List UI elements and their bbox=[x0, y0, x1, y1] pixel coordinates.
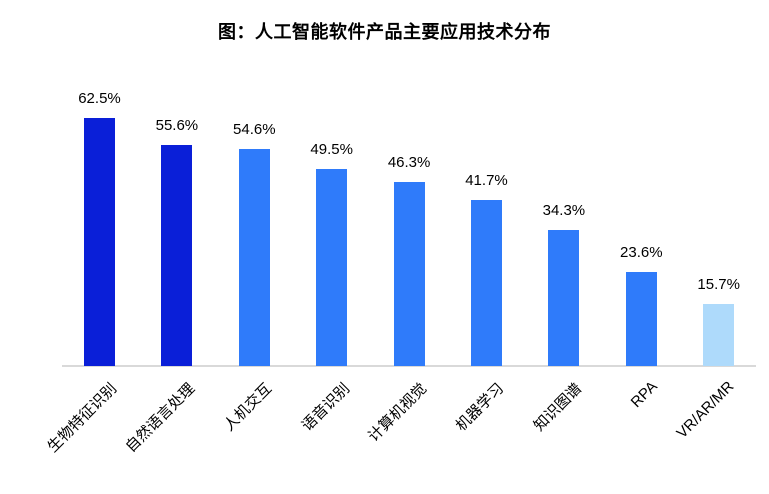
bar bbox=[703, 304, 735, 366]
bar-value-label: 34.3% bbox=[542, 202, 586, 219]
x-axis-label: 语音识别 bbox=[298, 380, 353, 435]
bar-value-label: 15.7% bbox=[697, 276, 740, 293]
chart-title: 图：人工智能软件产品主要应用技术分布 bbox=[218, 22, 551, 42]
bar-value-label: 55.6% bbox=[155, 117, 199, 134]
bar bbox=[84, 118, 115, 366]
x-axis-label: 自然语言处理 bbox=[122, 380, 199, 456]
bar bbox=[625, 272, 657, 366]
x-axis-label: 人机交互 bbox=[220, 380, 276, 435]
bar-value-label: 46.3% bbox=[387, 154, 431, 171]
x-axis-label: VR/AR/MR bbox=[673, 378, 738, 442]
x-axis-label: RPA bbox=[627, 378, 661, 412]
x-axis-line bbox=[62, 365, 756, 367]
bar bbox=[238, 149, 270, 366]
x-axis-label: 知识图谱 bbox=[530, 380, 586, 435]
x-axis-label: 计算机视觉 bbox=[365, 380, 431, 446]
bar-value-label: 49.5% bbox=[310, 141, 353, 158]
bar-value-label: 62.5% bbox=[78, 90, 121, 107]
bar bbox=[161, 145, 193, 366]
bar-value-label: 41.7% bbox=[465, 172, 508, 189]
bar bbox=[548, 230, 580, 366]
x-axis-label: 机器学习 bbox=[453, 380, 508, 435]
bar-value-label: 54.6% bbox=[233, 121, 276, 138]
bar bbox=[471, 200, 502, 366]
bar bbox=[316, 169, 348, 366]
x-axis-label: 生物特征识别 bbox=[44, 380, 121, 456]
bar bbox=[393, 182, 425, 366]
bar-value-label: 23.6% bbox=[620, 244, 663, 261]
